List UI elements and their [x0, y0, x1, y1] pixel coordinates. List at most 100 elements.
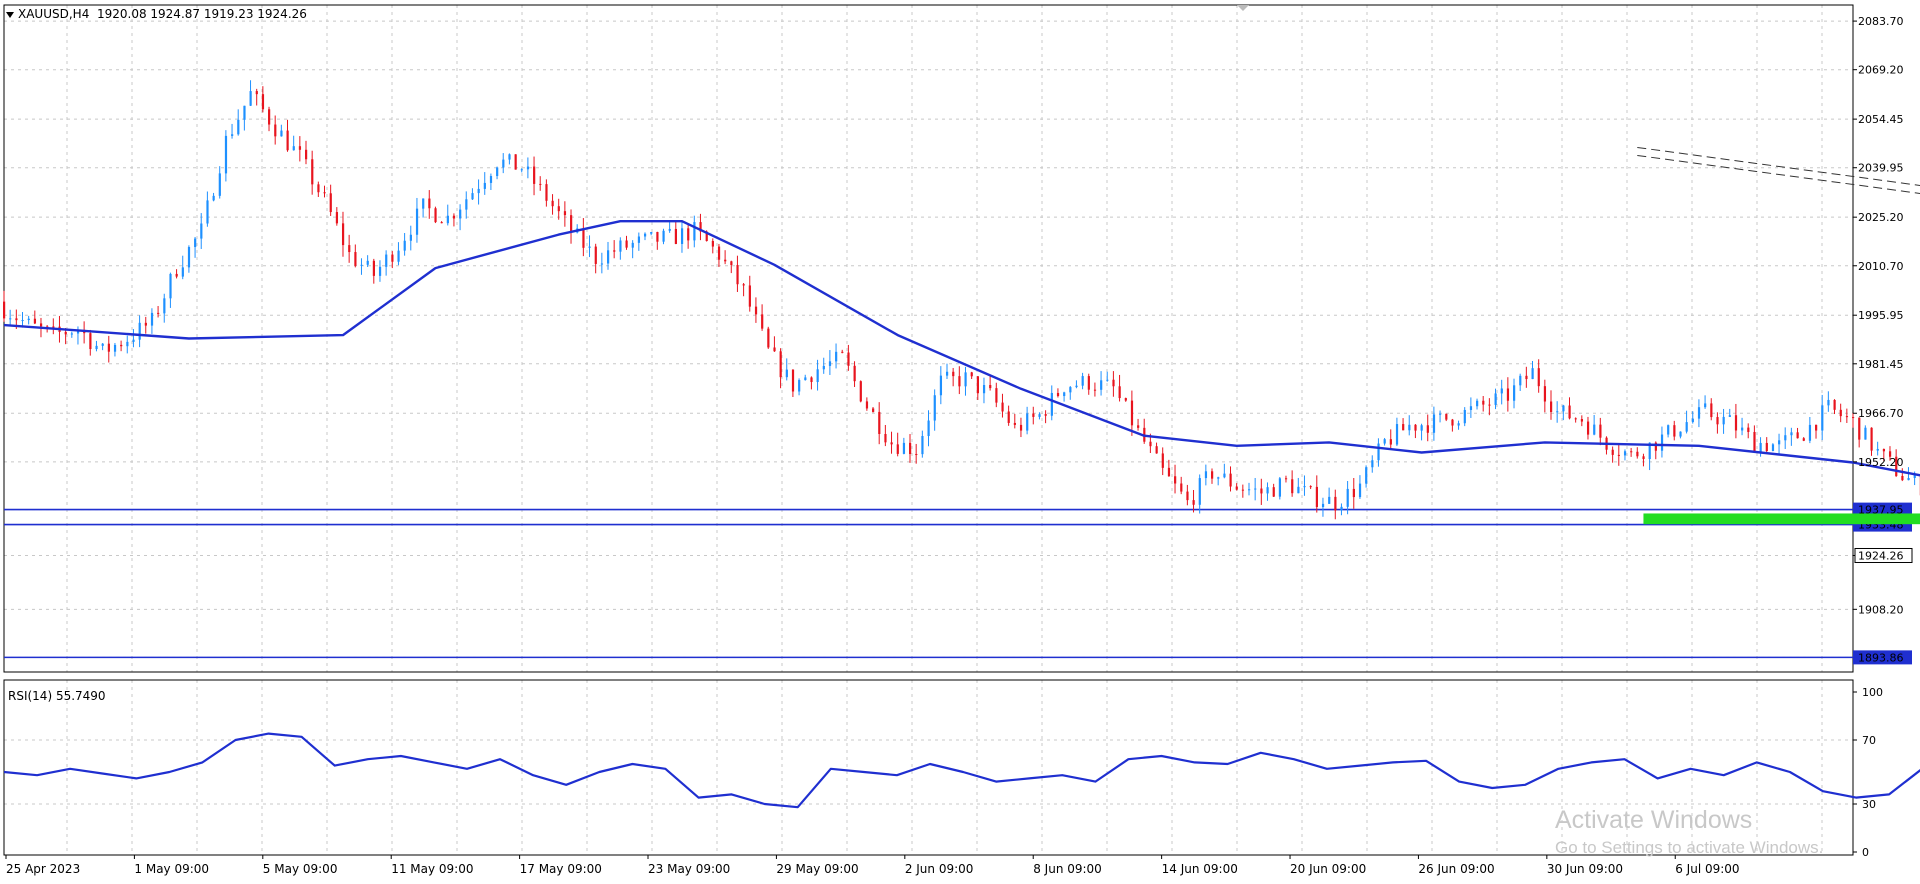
- candle-body: [446, 215, 449, 224]
- candle-body: [600, 263, 604, 265]
- candle-body: [1050, 392, 1053, 416]
- candle-body: [1174, 476, 1177, 484]
- candle-body: [945, 371, 949, 376]
- price-axis: 2083.70 2069.20 2054.45 2039.95 2025.20 2010.…: [1853, 15, 1913, 616]
- candle-body: [927, 420, 930, 437]
- candle-body: [372, 260, 375, 276]
- candle-body: [21, 320, 24, 322]
- candle-body: [847, 352, 850, 366]
- candle-body: [798, 380, 801, 392]
- candle-body: [717, 246, 721, 260]
- candle-body: [329, 193, 332, 213]
- candle-body: [958, 376, 961, 387]
- candle-body: [1525, 375, 1528, 380]
- candle-body: [1593, 424, 1596, 435]
- candle-body: [1044, 414, 1047, 416]
- candle-body: [1346, 488, 1349, 507]
- candle-body: [1568, 405, 1571, 419]
- candle-body: [884, 433, 887, 443]
- candle-body: [385, 254, 388, 267]
- candle-body: [1186, 491, 1189, 501]
- candle-body: [341, 223, 345, 246]
- candle-body: [212, 195, 215, 201]
- candle-body: [317, 184, 320, 193]
- candle-body: [1383, 439, 1386, 444]
- candle-body: [496, 167, 499, 176]
- candle-body: [693, 222, 696, 241]
- candle-body: [138, 322, 141, 340]
- symbol-label: XAUUSD,H4: [18, 7, 90, 21]
- candle-body: [261, 94, 265, 110]
- candle-body: [890, 442, 893, 445]
- candle-body: [231, 134, 234, 136]
- time-tick-label: 8 Jun 09:00: [1033, 862, 1102, 876]
- candle-body: [1420, 425, 1423, 431]
- candle-body: [1574, 418, 1577, 420]
- candle-body: [680, 228, 684, 244]
- candle-body: [1445, 413, 1448, 420]
- candle-body: [1660, 434, 1664, 451]
- supply-zone[interactable]: [1643, 513, 1920, 525]
- price-tick-label: 2039.95: [1858, 162, 1904, 175]
- candle-body: [570, 215, 573, 233]
- candle-body: [1697, 407, 1701, 419]
- candle-body: [422, 198, 425, 209]
- moving-average: [3, 219, 1920, 477]
- candle-body: [1106, 379, 1109, 381]
- candle-body: [200, 223, 203, 239]
- watermark-line1: Activate Windows: [1555, 806, 1753, 834]
- watermark-line2: Go to Settings to activate Windows.: [1555, 838, 1824, 857]
- candle-body: [298, 146, 302, 150]
- candle-body: [995, 388, 998, 403]
- time-tick-label: 20 Jun 09:00: [1290, 862, 1366, 876]
- symbol-header[interactable]: XAUUSD,H4 1920.08 1924.87 1919.23 1924.2…: [6, 7, 307, 21]
- rsi-title: RSI(14) 55.7490: [8, 689, 106, 703]
- candle-body: [1432, 414, 1436, 433]
- candle-body: [699, 222, 702, 232]
- candle-body: [1580, 419, 1584, 422]
- candle-body: [1032, 413, 1035, 417]
- candle-body: [1340, 506, 1343, 511]
- candle-body: [964, 372, 967, 387]
- candle-body: [730, 261, 733, 265]
- candle-body: [459, 209, 462, 219]
- candle-body: [1513, 385, 1516, 401]
- candle-body: [1426, 425, 1429, 433]
- candle-body: [1377, 443, 1380, 461]
- candle-body: [637, 236, 641, 243]
- candle-body: [1630, 451, 1633, 453]
- candle-body: [619, 240, 622, 252]
- rsi-series: [3, 732, 1920, 809]
- candle-body: [1537, 368, 1540, 387]
- candle-body: [607, 250, 610, 264]
- candle-body: [1321, 503, 1325, 507]
- dropdown-triangle-icon[interactable]: [6, 11, 14, 18]
- candle-body: [391, 254, 394, 262]
- ohlc-values: 1920.08 1924.87 1919.23 1924.26: [96, 7, 307, 21]
- price-tick-label: 1908.20: [1858, 603, 1904, 616]
- rsi-axis: 100 70 30 0: [1853, 686, 1883, 859]
- candle-body: [1013, 422, 1016, 425]
- candle-body: [853, 365, 856, 382]
- candle-body: [976, 376, 980, 394]
- candle-body: [1623, 451, 1627, 456]
- candle-body: [1247, 489, 1251, 491]
- candle-body: [1796, 432, 1799, 439]
- candle-body: [711, 241, 714, 247]
- candle-body: [1691, 418, 1694, 423]
- candle-body: [1728, 415, 1731, 417]
- candle-body: [1038, 414, 1041, 417]
- candle-body: [428, 198, 431, 209]
- candle-body: [1901, 475, 1904, 481]
- candle-body: [514, 154, 517, 170]
- candle-body: [1556, 411, 1559, 413]
- rsi-tick-label: 30: [1862, 798, 1876, 811]
- time-tick-label: 26 Jun 09:00: [1418, 862, 1494, 876]
- candle-body: [1211, 471, 1214, 479]
- candle-body: [1488, 404, 1491, 406]
- time-tick-label: 1 May 09:00: [134, 862, 209, 876]
- price-tick-label: 1966.70: [1858, 407, 1904, 420]
- candle-body: [1648, 442, 1651, 460]
- chart-frames: [3, 4, 1854, 856]
